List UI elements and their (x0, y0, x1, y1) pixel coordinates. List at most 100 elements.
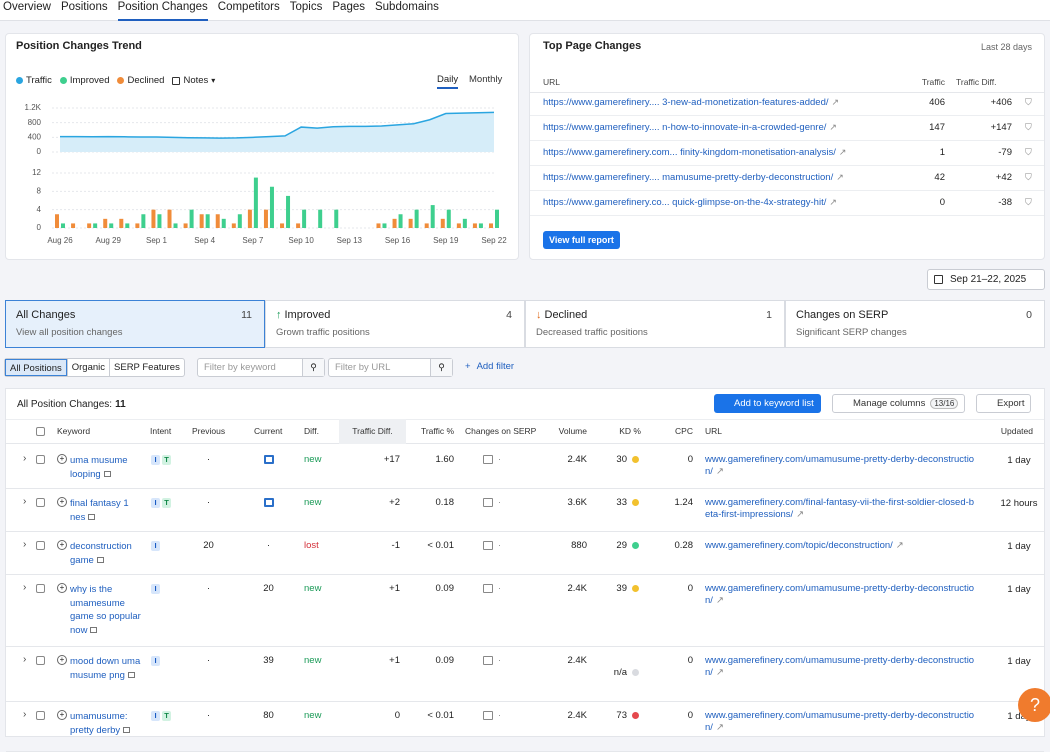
nav-tab[interactable]: Positions (60, 0, 108, 13)
traffic-pct: < 0.01 (427, 710, 454, 721)
column-header[interactable]: Current (254, 426, 283, 436)
nav-tab[interactable]: Pages (332, 0, 365, 13)
intent-badge: T (162, 711, 171, 721)
checkbox[interactable] (36, 711, 45, 720)
checkbox[interactable] (36, 455, 45, 464)
export-button[interactable]: Export (976, 394, 1032, 413)
kd: 30 (616, 454, 627, 465)
kd-dot (632, 585, 639, 592)
serp-dot: · (498, 540, 501, 550)
summary-title: ↑ Improved (276, 309, 330, 321)
column-header[interactable]: Volume (558, 426, 587, 436)
add-filter[interactable]: + Add filter (465, 361, 514, 372)
nav-tab[interactable]: Topics (289, 0, 323, 13)
url[interactable]: www.gamerefinery.com/umamusume-pretty-de… (705, 583, 977, 607)
nav-tab[interactable]: Subdomains (374, 0, 439, 13)
page-url[interactable]: https://www.gamerefinery.... mamusume-pr… (543, 172, 844, 183)
manage-count: 13/16 (930, 398, 959, 409)
filter-input[interactable]: Filter by URL ⚲ (328, 358, 453, 377)
page-url[interactable]: https://www.gamerefinery.co... quick-gli… (543, 197, 837, 208)
checkbox[interactable] (36, 584, 45, 593)
keyword[interactable]: deconstruction game (70, 540, 142, 567)
page-url[interactable]: https://www.gamerefinery.com... finity-k… (543, 147, 847, 158)
expand-arrow[interactable]: › (23, 582, 27, 593)
segment-button[interactable]: Organic (66, 359, 109, 376)
column-header[interactable]: KD % (619, 426, 641, 436)
notes-toggle[interactable]: Notes ▾ (172, 75, 215, 86)
checkbox[interactable] (36, 656, 45, 665)
nav-tab[interactable]: Position Changes (117, 0, 208, 21)
column-header[interactable]: Intent (150, 426, 172, 436)
legend-item[interactable]: Improved (59, 75, 110, 86)
view-full-report-button[interactable]: View full report (543, 231, 620, 249)
keyword[interactable]: why is the umamesume game so popular now (70, 583, 142, 637)
url[interactable]: www.gamerefinery.com/umamusume-pretty-de… (705, 454, 977, 478)
volume: 2.4K (567, 454, 587, 465)
expand-arrow[interactable]: › (23, 654, 27, 665)
column-header[interactable]: Previous (192, 426, 226, 436)
column-header[interactable]: Changes on SERP (465, 426, 537, 436)
url[interactable]: www.gamerefinery.com/topic/deconstructio… (705, 540, 977, 552)
divider (530, 190, 1044, 191)
summary-card[interactable]: Changes on SERP 0 Significant SERP changes (785, 300, 1045, 348)
segment-button[interactable]: SERP Features (109, 359, 184, 376)
summary-subtitle: Grown traffic positions (276, 327, 370, 338)
bar (478, 223, 483, 228)
expand-arrow[interactable]: › (23, 709, 27, 720)
x-tick-label: Sep 1 (146, 236, 167, 245)
keyword-text: mood down uma musume png (70, 656, 141, 681)
summary-count: 11 (241, 309, 252, 321)
legend-item[interactable]: Declined (117, 75, 164, 86)
column-header[interactable]: URL (705, 426, 723, 436)
notes-caret: ▾ (211, 76, 216, 85)
updated: 1 day (1007, 455, 1031, 466)
keyword[interactable]: umamusume: pretty derby (70, 710, 142, 737)
expand-arrow[interactable]: › (23, 453, 27, 464)
period-toggle[interactable]: Monthly (469, 74, 503, 85)
nav-tab[interactable]: Overview (3, 0, 51, 13)
column-header[interactable]: Traffic % (420, 426, 454, 436)
segment-button[interactable]: All Positions (5, 359, 67, 376)
checkbox[interactable] (36, 541, 45, 550)
page-url[interactable]: https://www.gamerefinery.... n-how-to-in… (543, 122, 837, 133)
traffic-diff: 0 (394, 710, 400, 721)
bar (237, 214, 242, 228)
nav-tab[interactable]: Competitors (217, 0, 280, 13)
column-header[interactable]: CPC (675, 426, 693, 436)
summary-card[interactable]: ↑ Improved 4 Grown traffic positions (265, 300, 525, 348)
add-to-list-button[interactable]: Add to keyword list (714, 394, 821, 413)
serp-dot: · (498, 583, 501, 593)
checkbox[interactable] (36, 498, 45, 507)
column-header[interactable]: Updated (1000, 426, 1033, 436)
legend-swatch (117, 77, 125, 84)
previous: · (206, 454, 211, 465)
summary-card[interactable]: All Changes 11 View all position changes (5, 300, 265, 348)
period-toggle[interactable]: Daily (437, 74, 459, 89)
keyword[interactable]: final fantasy 1 nes (70, 497, 142, 524)
checkbox[interactable] (36, 427, 45, 436)
expand-arrow[interactable]: › (23, 539, 27, 550)
keyword[interactable]: uma musume looping (70, 454, 142, 481)
expand-arrow[interactable]: › (23, 496, 27, 507)
page-url[interactable]: https://www.gamerefinery.... 3-new-ad-mo… (543, 97, 840, 108)
url[interactable]: www.gamerefinery.com/umamusume-pretty-de… (705, 710, 977, 734)
keyword[interactable]: mood down uma musume png (70, 655, 142, 682)
legend-label: Improved (69, 75, 110, 86)
legend-item[interactable]: Traffic (16, 75, 52, 86)
help-button[interactable]: ? (1018, 688, 1050, 722)
filter-input[interactable]: Filter by keyword ⚲ (197, 358, 325, 377)
y-tick-label: 1.2K (25, 103, 42, 112)
summary-card[interactable]: ↓ Declined 1 Decreased traffic positions (525, 300, 785, 348)
column-header[interactable]: Traffic Diff. (339, 419, 406, 444)
manage-columns-button[interactable]: Manage columns 13/16 (832, 394, 966, 413)
column-header[interactable]: Diff. (304, 426, 319, 436)
date-picker[interactable]: Sep 21–22, 2025 (927, 269, 1045, 290)
bar (446, 209, 451, 228)
serp-change-icon (483, 541, 493, 550)
column-header[interactable]: Keyword (57, 426, 91, 436)
url[interactable]: www.gamerefinery.com/umamusume-pretty-de… (705, 655, 977, 679)
diff: new (304, 583, 322, 594)
url[interactable]: www.gamerefinery.com/final-fantasy-vii-t… (705, 497, 977, 521)
row-divider (6, 488, 1044, 489)
